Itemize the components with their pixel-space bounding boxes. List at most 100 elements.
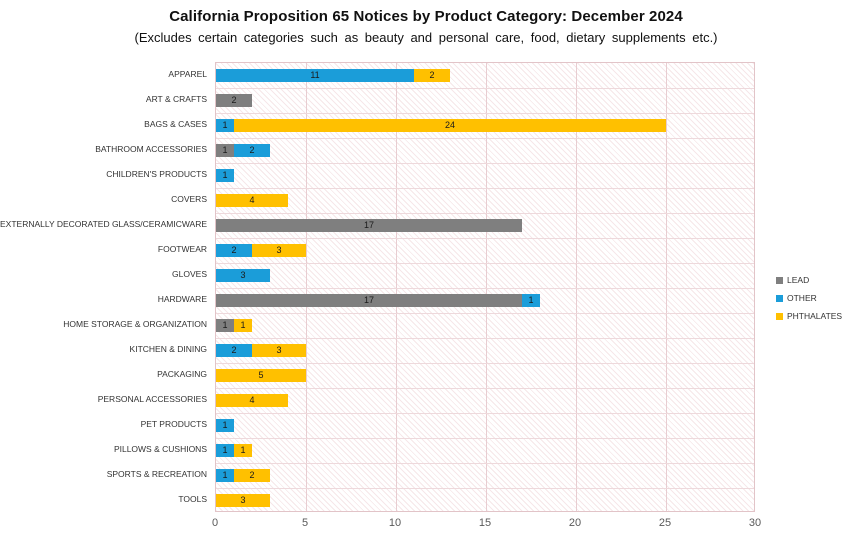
bar-segment-phthalates: 1 bbox=[234, 319, 252, 332]
bar-value-label: 1 bbox=[528, 295, 534, 305]
bar-segment-lead: 17 bbox=[216, 294, 522, 307]
bar-segment-lead: 17 bbox=[216, 219, 522, 232]
category-label: HOME STORAGE & ORGANIZATION bbox=[63, 319, 207, 329]
category-label: TOOLS bbox=[178, 494, 207, 504]
bar-value-label: 11 bbox=[310, 70, 320, 80]
bar-value-label: 3 bbox=[276, 245, 282, 255]
row-separator bbox=[216, 212, 754, 214]
bar-segment-lead: 2 bbox=[216, 94, 252, 107]
x-tick-label: 15 bbox=[478, 517, 492, 529]
x-tick-label: 10 bbox=[388, 517, 402, 529]
bar-value-label: 2 bbox=[249, 470, 255, 480]
row-separator bbox=[216, 162, 754, 164]
bar-segment-phthalates: 4 bbox=[216, 194, 288, 207]
row-separator bbox=[216, 112, 754, 114]
row-separator bbox=[216, 487, 754, 489]
y-axis-labels: APPAREL ART & CRAFTS BAGS & CASES BATHROOM … bbox=[0, 62, 207, 512]
bar-segment-other: 1 bbox=[216, 119, 234, 132]
bar-segment-phthalates: 24 bbox=[234, 119, 666, 132]
bar-value-label: 1 bbox=[222, 470, 228, 480]
bar-segment-phthalates: 3 bbox=[252, 344, 306, 357]
category-label: ART & CRAFTS bbox=[145, 94, 207, 104]
bar-value-label: 1 bbox=[222, 420, 228, 430]
bar-segment-lead: 1 bbox=[216, 319, 234, 332]
gridline bbox=[665, 63, 667, 511]
bar-value-label: 5 bbox=[258, 370, 264, 380]
bar-segment-phthalates: 3 bbox=[252, 244, 306, 257]
bar-value-label: 1 bbox=[222, 445, 228, 455]
row-separator bbox=[216, 287, 754, 289]
bar-segment-other: 11 bbox=[216, 69, 414, 82]
bar-segment-other: 1 bbox=[522, 294, 540, 307]
row-separator bbox=[216, 412, 754, 414]
row-separator bbox=[216, 87, 754, 89]
bar-value-label: 1 bbox=[240, 320, 246, 330]
x-tick-label: 20 bbox=[568, 517, 582, 529]
category-label: KITCHEN & DINING bbox=[129, 344, 207, 354]
gridline bbox=[395, 63, 397, 511]
bar-segment-phthalates: 5 bbox=[216, 369, 306, 382]
legend: LEAD OTHER PHTHALATES bbox=[776, 271, 842, 325]
bar-value-label: 1 bbox=[222, 170, 228, 180]
bar-value-label: 1 bbox=[222, 120, 228, 130]
bar-segment-lead: 1 bbox=[216, 144, 234, 157]
plot-area: 11 2 2 1 24 1 2 1 4 17 2 3 3 17 1 1 1 2 3 5 4 1 1 1 1 2 3 bbox=[215, 62, 755, 512]
category-label: PACKAGING bbox=[157, 369, 207, 379]
row-separator bbox=[216, 387, 754, 389]
legend-label: LEAD bbox=[787, 275, 810, 285]
bar-segment-other: 2 bbox=[216, 344, 252, 357]
category-label: PILLOWS & CUSHIONS bbox=[113, 444, 207, 454]
x-tick-label: 0 bbox=[211, 517, 219, 529]
bar-segment-other: 2 bbox=[234, 144, 270, 157]
bar-segment-other: 1 bbox=[216, 419, 234, 432]
bar-value-label: 3 bbox=[276, 345, 282, 355]
bar-value-label: 24 bbox=[444, 120, 455, 130]
bar-value-label: 2 bbox=[429, 70, 435, 80]
legend-label: OTHER bbox=[787, 293, 817, 303]
bar-segment-phthalates: 3 bbox=[216, 494, 270, 507]
bar-value-label: 2 bbox=[249, 145, 255, 155]
bar-segment-phthalates: 2 bbox=[234, 469, 270, 482]
legend-item-phthalates: PHTHALATES bbox=[776, 307, 842, 325]
category-label: CHILDREN'S PRODUCTS bbox=[106, 169, 207, 179]
category-label: SPORTS & RECREATION bbox=[106, 469, 207, 479]
bar-value-label: 4 bbox=[249, 195, 255, 205]
bar-value-label: 1 bbox=[222, 145, 228, 155]
row-separator bbox=[216, 437, 754, 439]
bar-value-label: 1 bbox=[240, 445, 246, 455]
x-axis-ticks: 0 5 10 15 20 25 30 bbox=[0, 517, 852, 531]
legend-swatch-other bbox=[776, 294, 783, 302]
bar-value-label: 17 bbox=[363, 220, 374, 230]
row-separator bbox=[216, 262, 754, 264]
bar-value-label: 17 bbox=[363, 295, 374, 305]
legend-item-lead: LEAD bbox=[776, 271, 842, 289]
category-label: FOOTWEAR bbox=[157, 244, 207, 254]
bar-segment-phthalates: 2 bbox=[414, 69, 450, 82]
bar-value-label: 2 bbox=[231, 95, 237, 105]
row-separator bbox=[216, 362, 754, 364]
bar-value-label: 3 bbox=[240, 495, 246, 505]
category-label: GLOVES bbox=[172, 269, 207, 279]
legend-item-other: OTHER bbox=[776, 289, 842, 307]
bar-value-label: 1 bbox=[222, 320, 228, 330]
row-separator bbox=[216, 237, 754, 239]
row-separator bbox=[216, 337, 754, 339]
chart-title: California Proposition 65 Notices by Pro… bbox=[169, 8, 683, 25]
x-tick-label: 30 bbox=[748, 517, 762, 529]
bar-value-label: 3 bbox=[240, 270, 246, 280]
legend-swatch-phthalates bbox=[776, 312, 783, 320]
category-label: APPAREL bbox=[168, 69, 207, 79]
gridline bbox=[305, 63, 307, 511]
bar-segment-phthalates: 1 bbox=[234, 444, 252, 457]
category-label: PERSONAL ACCESSORIES bbox=[97, 394, 207, 404]
bar-segment-other: 1 bbox=[216, 469, 234, 482]
bar-segment-other: 1 bbox=[216, 169, 234, 182]
row-separator bbox=[216, 462, 754, 464]
x-tick-label: 5 bbox=[301, 517, 309, 529]
gridline bbox=[485, 63, 487, 511]
category-label: HARDWARE bbox=[157, 294, 207, 304]
bar-value-label: 4 bbox=[249, 395, 255, 405]
bar-value-label: 2 bbox=[231, 245, 237, 255]
legend-swatch-lead bbox=[776, 276, 783, 284]
